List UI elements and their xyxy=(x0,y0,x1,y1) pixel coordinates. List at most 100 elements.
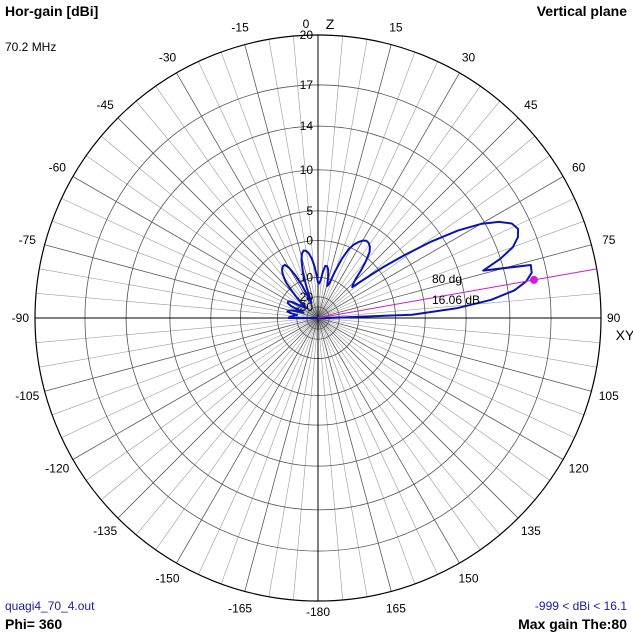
grid-spoke-major xyxy=(317,317,564,460)
grid-spoke-minor xyxy=(317,135,535,319)
grid-spoke-minor xyxy=(36,293,319,319)
grid-spoke-minor xyxy=(293,317,319,600)
angle-tick-label: -165 xyxy=(228,602,252,616)
angle-tick-label: -120 xyxy=(45,462,69,476)
grid-spoke-minor xyxy=(268,317,319,597)
angle-tick-label: -15 xyxy=(231,20,249,34)
grid-spoke-minor xyxy=(268,39,319,319)
grid-spoke-minor xyxy=(39,268,319,319)
grid-spoke-minor xyxy=(317,86,481,319)
grid-spoke-minor xyxy=(317,317,550,481)
tick-labels: 0 153045607590105120135150165-180-165-150… xyxy=(12,16,633,619)
grid-spoke-minor xyxy=(101,135,319,319)
grid-spoke-major xyxy=(117,317,319,519)
angle-tick-label: -45 xyxy=(96,98,114,112)
grid-spoke-minor xyxy=(317,317,575,438)
grid-spoke-minor xyxy=(155,317,319,550)
grid-spoke-major xyxy=(72,176,319,319)
angle-tick-label: 15 xyxy=(389,20,403,34)
grid-spoke-minor xyxy=(198,317,319,575)
grid-spoke-major xyxy=(317,317,519,519)
radial-tick-label: 10 xyxy=(300,163,314,177)
grid-spoke-major xyxy=(72,317,319,460)
phi-label: Phi= 360 xyxy=(5,616,63,632)
chart-title-left: Hor-gain [dBi] xyxy=(5,3,99,19)
angle-tick-label: -150 xyxy=(155,572,179,586)
frequency-label: 70.2 MHz xyxy=(5,40,57,54)
angle-tick-label: 30 xyxy=(462,50,476,64)
grid-spoke-minor xyxy=(317,317,368,597)
grid-spoke-minor xyxy=(135,317,319,535)
angle-tick-label: 75 xyxy=(602,233,616,247)
grid-spoke-major xyxy=(317,176,564,319)
grid-spoke-minor xyxy=(317,317,481,550)
grid-spoke-minor xyxy=(101,317,319,501)
grid-spoke-major xyxy=(317,317,592,392)
grid-spoke-minor xyxy=(198,61,319,319)
radial-tick-label: 14 xyxy=(300,119,314,133)
grid-spoke-minor xyxy=(155,86,319,319)
axis-label-xy: XY xyxy=(616,327,633,343)
radial-tick-label: 0 xyxy=(306,233,313,247)
angle-tick-label: 135 xyxy=(521,524,541,538)
max-gain-dot xyxy=(529,275,538,284)
angle-tick-label: 105 xyxy=(599,389,619,403)
grid-spoke-minor xyxy=(135,101,319,319)
grid-spoke-minor xyxy=(317,317,501,535)
grid-spoke-minor xyxy=(317,293,600,319)
angle-tick-label: 45 xyxy=(524,98,538,112)
grid-spoke-minor xyxy=(317,198,575,319)
axis-label-z: Z xyxy=(326,16,335,32)
grid-spoke-major xyxy=(244,44,319,319)
grid-spoke-minor xyxy=(317,317,416,585)
grid-spoke-minor xyxy=(39,317,319,368)
angle-tick-label: 90 xyxy=(607,311,621,325)
grid-spoke-major xyxy=(317,317,392,592)
grid-spoke-minor xyxy=(36,317,319,343)
grid-spoke-minor xyxy=(317,317,438,575)
angle-tick-label: 0 xyxy=(303,17,310,31)
grid-spoke-minor xyxy=(86,155,319,319)
grid-spoke-major xyxy=(117,117,319,319)
grid-spoke-minor xyxy=(317,317,600,343)
grid-spoke-minor xyxy=(293,36,319,319)
pattern-series xyxy=(281,220,533,319)
grid-spoke-minor xyxy=(317,220,585,319)
grid-spoke-minor xyxy=(51,317,319,416)
max-gain-marker: 80 dg 16.06 dB xyxy=(317,268,597,319)
grid-spoke-minor xyxy=(317,317,597,368)
grid-spoke-minor xyxy=(86,317,319,481)
max-gain-label: Max gain The:80 xyxy=(518,616,627,632)
max-gain-angle-label: 80 dg xyxy=(432,272,462,286)
max-gain-line xyxy=(317,268,597,319)
filename-label: quagi4_70_4.out xyxy=(5,599,95,613)
angle-tick-label: -30 xyxy=(159,50,177,64)
grid-spoke-minor xyxy=(317,36,343,319)
grid-spoke-minor xyxy=(51,220,319,319)
angle-tick-label: 150 xyxy=(458,572,478,586)
radial-tick-label: 20 xyxy=(300,28,314,42)
grid-spoke-major xyxy=(317,117,519,319)
radial-tick-label: 5 xyxy=(306,204,313,218)
angle-tick-label: -75 xyxy=(19,233,37,247)
angle-tick-label: -135 xyxy=(93,524,117,538)
chart-title-right: Vertical plane xyxy=(536,3,627,19)
grid-spoke-major xyxy=(244,317,319,592)
grid-spoke-major xyxy=(317,44,392,319)
grid-spoke-minor xyxy=(61,317,319,438)
grid-spoke-major xyxy=(176,317,319,564)
angle-tick-label: -105 xyxy=(15,389,39,403)
angle-tick-label: -180 xyxy=(306,605,330,619)
pattern-line xyxy=(281,220,533,319)
radial-tick-label: 17 xyxy=(300,78,314,92)
angle-tick-label: 60 xyxy=(572,161,586,175)
grid-spoke-minor xyxy=(317,317,535,501)
angle-tick-label: 120 xyxy=(569,462,589,476)
grid-spoke-major xyxy=(317,244,592,319)
angle-tick-label: 165 xyxy=(386,602,406,616)
grid-spoke-minor xyxy=(317,39,368,319)
grid-spoke-major xyxy=(44,317,319,392)
max-gain-value-label: 16.06 dB xyxy=(432,293,480,307)
grid-spoke-minor xyxy=(317,101,501,319)
